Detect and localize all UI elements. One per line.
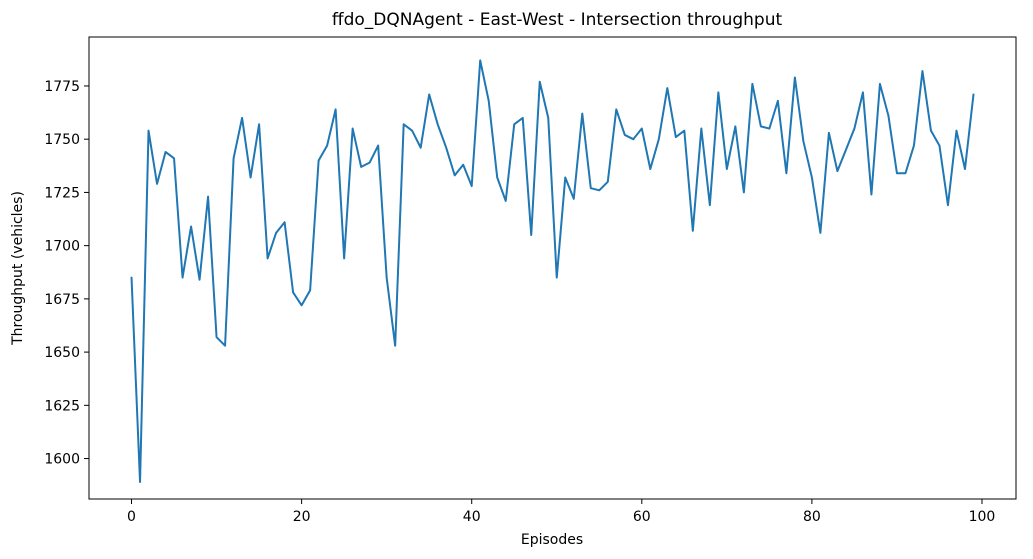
y-tick-label: 1675 xyxy=(44,292,80,308)
y-tick-label: 1750 xyxy=(44,132,80,148)
plot-area xyxy=(130,59,975,483)
series-line-0 xyxy=(130,59,975,483)
x-tick-label: 100 xyxy=(969,509,996,525)
y-tick-label: 1650 xyxy=(44,345,80,361)
x-tick-label: 20 xyxy=(293,509,311,525)
x-axis-label: Episodes xyxy=(521,532,583,548)
y-tick-label: 1725 xyxy=(44,185,80,201)
y-tick-label: 1700 xyxy=(44,239,80,255)
y-tick-label: 1600 xyxy=(44,452,80,468)
x-axis: 0 20 40 60 80 100 xyxy=(127,499,995,525)
y-tick-label: 1775 xyxy=(44,79,80,95)
x-tick-label: 60 xyxy=(633,509,651,525)
x-tick-label: 80 xyxy=(803,509,821,525)
x-tick-label: 40 xyxy=(463,509,481,525)
chart-title: ffdo_DQNAgent - East-West - Intersection… xyxy=(332,10,783,30)
y-axis-label: Throughput (vehicles) xyxy=(10,191,26,346)
axes-frame xyxy=(88,36,1017,500)
x-tick-label: 0 xyxy=(127,509,136,525)
y-tick-label: 1625 xyxy=(44,398,80,414)
y-axis: 1600 1625 1650 1675 1700 1725 1750 1775 xyxy=(44,79,89,468)
